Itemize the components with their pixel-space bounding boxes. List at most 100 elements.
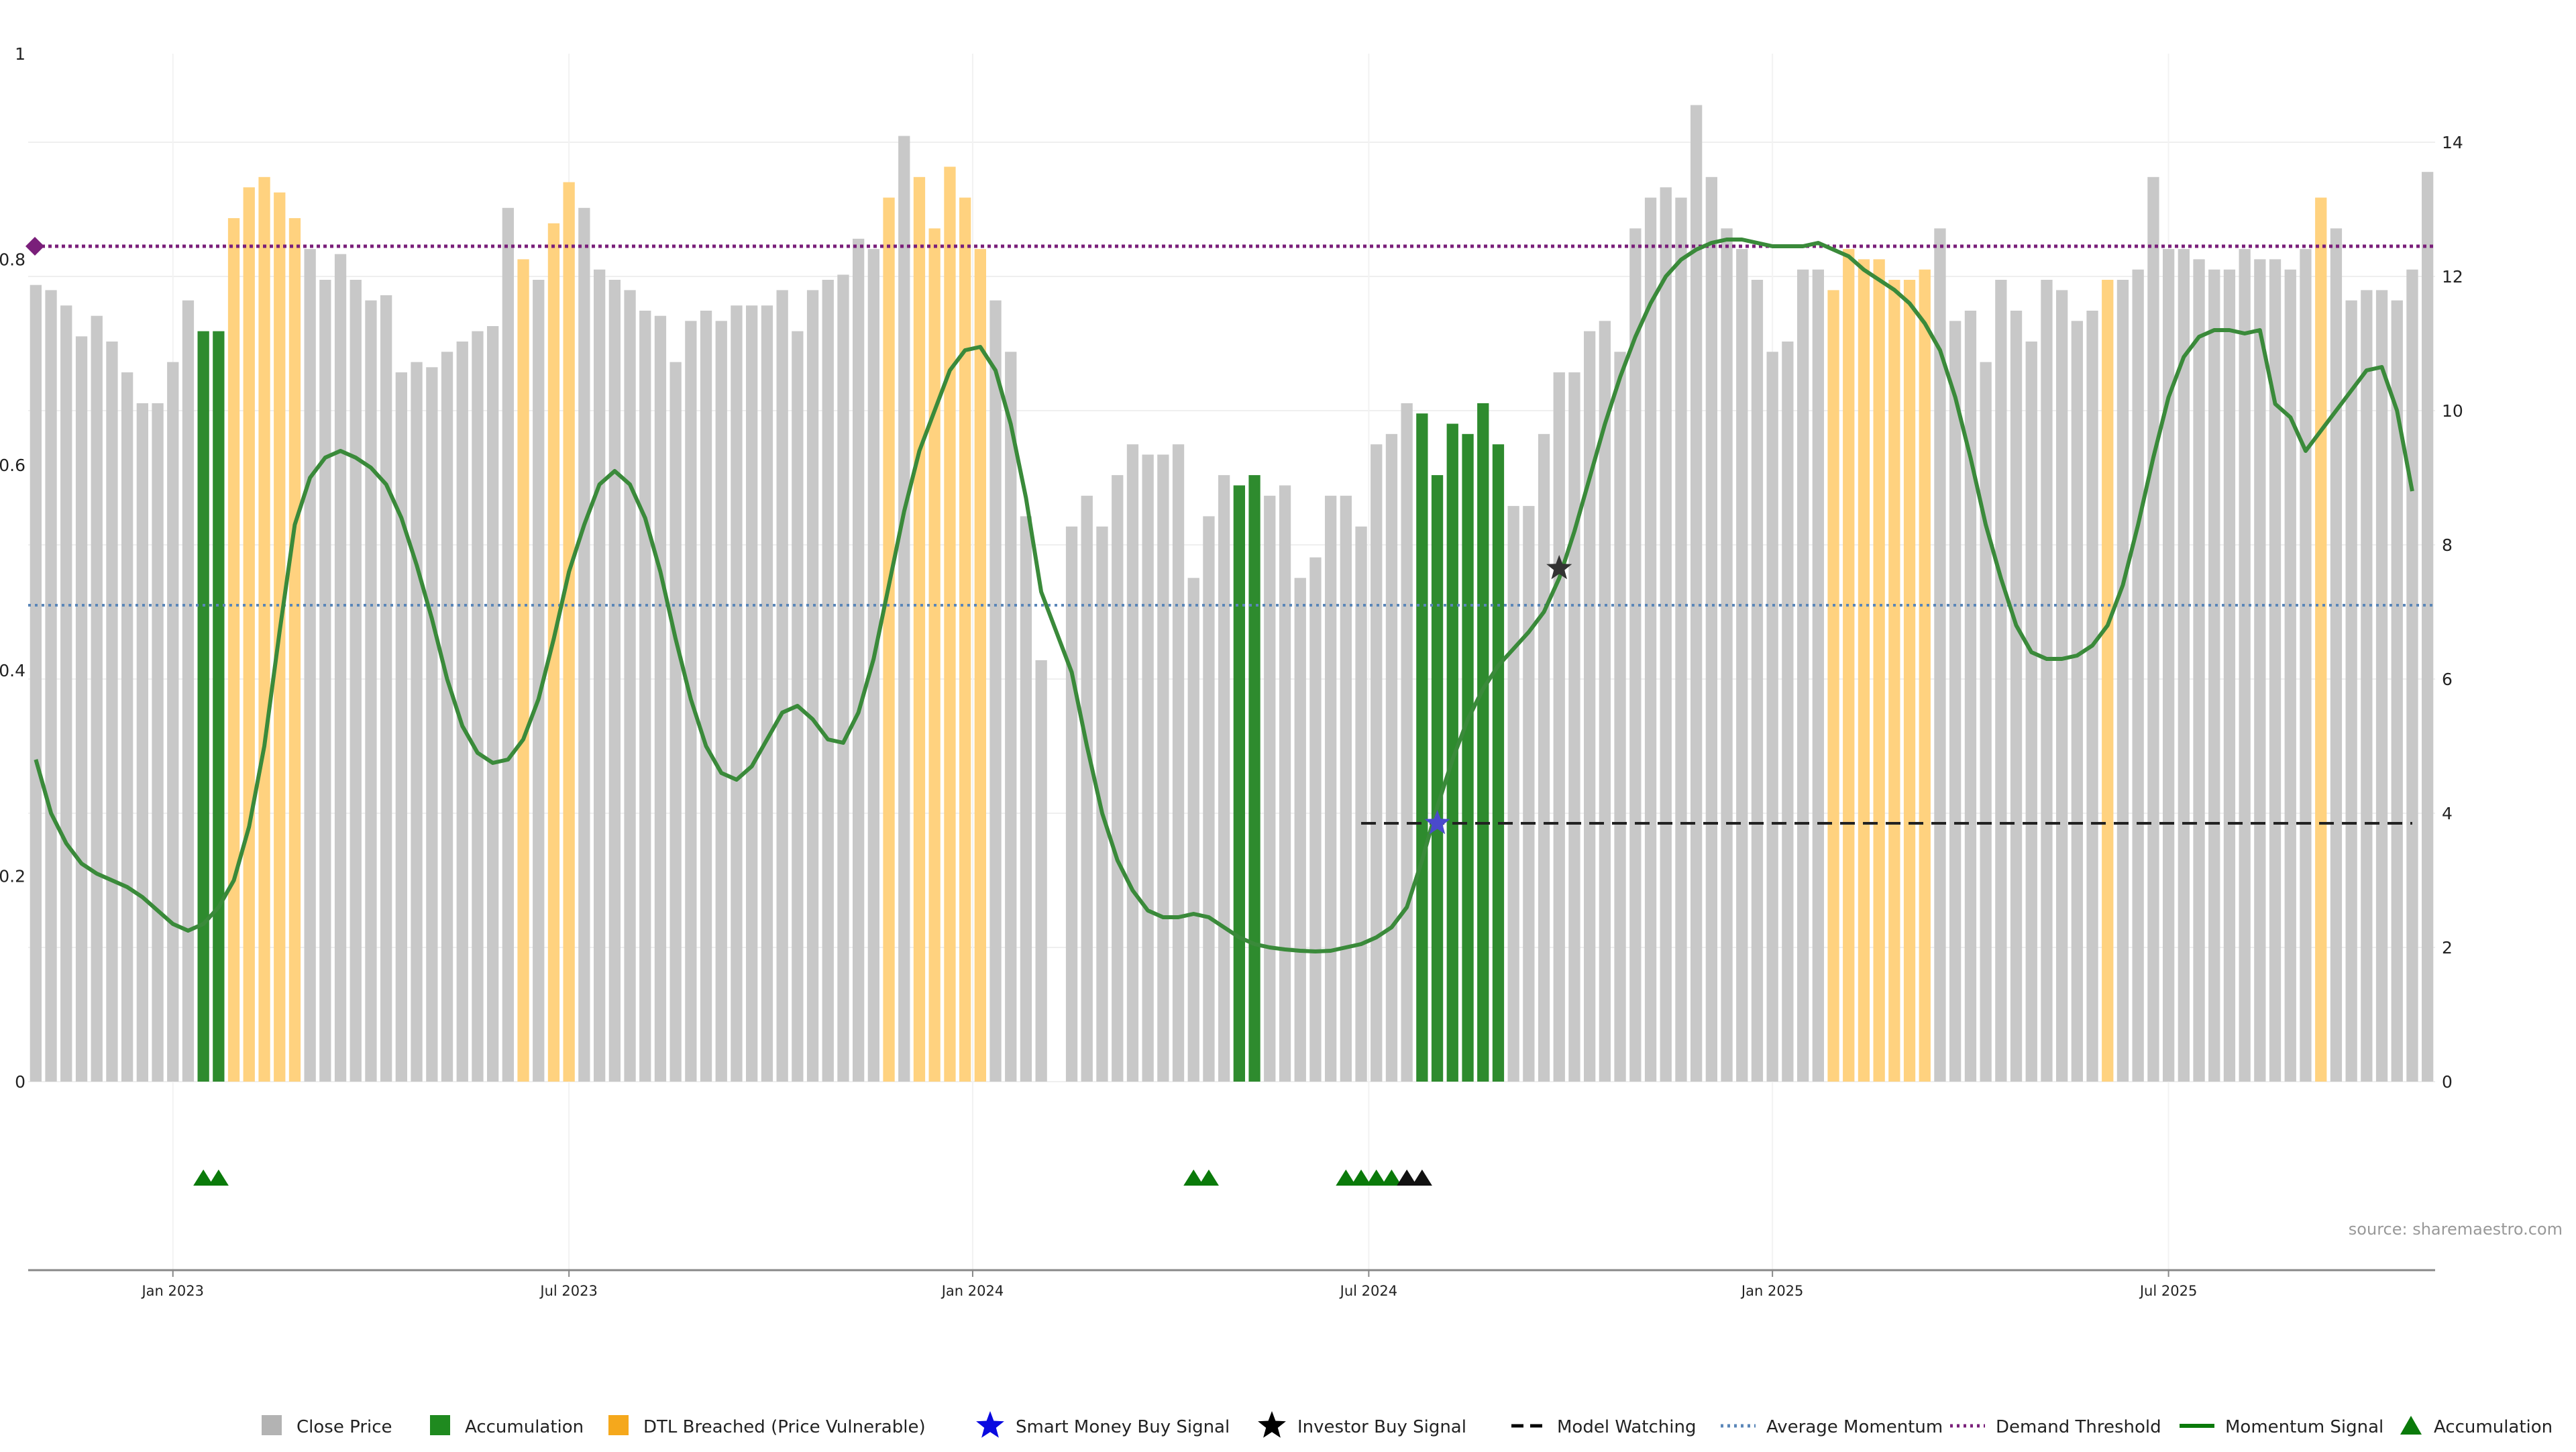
- close-price-bar: [2269, 259, 2282, 1082]
- x-axis-tick-label: Jul 2023: [539, 1283, 597, 1299]
- legend-item: Model Watching: [1511, 1417, 1696, 1437]
- close-price-bar: [608, 280, 621, 1082]
- dtl-breached-bar: [928, 228, 941, 1082]
- close-price-bar: [472, 331, 484, 1082]
- close-price-bar: [136, 403, 148, 1082]
- accumulation-bar: [1492, 444, 1505, 1082]
- close-price-bar: [1309, 557, 1322, 1082]
- close-price-bar: [1340, 495, 1352, 1082]
- close-price-bar: [1644, 197, 1657, 1082]
- accumulation-bar: [1248, 475, 1260, 1082]
- close-price-bar: [2239, 249, 2251, 1082]
- close-price-bar: [1126, 444, 1139, 1082]
- legend-label: Demand Threshold: [1996, 1417, 2161, 1437]
- dtl-breached-bar: [1843, 249, 1855, 1082]
- close-price-bar: [1203, 516, 1215, 1082]
- right-axis-tick-label: 4: [2442, 804, 2453, 823]
- close-price-bar: [2254, 259, 2266, 1082]
- close-price-bar: [1766, 352, 1778, 1082]
- right-axis-tick-label: 6: [2442, 670, 2453, 689]
- accumulation-marker: [1198, 1170, 1219, 1186]
- dtl-breached-bar: [547, 223, 560, 1082]
- close-price-bar: [1705, 176, 1717, 1082]
- close-price-bar: [60, 305, 72, 1082]
- dtl-breached-bar: [1858, 259, 1870, 1082]
- legend-item: Investor Buy Signal: [1258, 1411, 1466, 1438]
- close-price-bar: [1568, 372, 1580, 1082]
- dtl-breached-bar: [1919, 269, 1931, 1082]
- close-price-bar: [91, 315, 103, 1082]
- close-price-bar: [411, 362, 423, 1082]
- dtl-breached-bar: [258, 176, 270, 1082]
- dtl-breached-bar: [913, 176, 926, 1082]
- close-price-bar: [1660, 187, 1672, 1082]
- right-axis-tick-label: 12: [2442, 267, 2463, 287]
- close-price-bar: [1553, 372, 1565, 1082]
- close-price-bar: [1736, 249, 1748, 1082]
- close-price-bar: [1538, 433, 1550, 1082]
- close-price-bar: [1507, 506, 1519, 1082]
- dtl-breached-bar: [243, 187, 255, 1082]
- close-price-bar: [45, 290, 57, 1082]
- accumulation-marker: [1336, 1170, 1356, 1186]
- close-price-bar: [1355, 526, 1367, 1082]
- close-price-bar: [1401, 403, 1413, 1082]
- accumulation-marker: [1183, 1170, 1204, 1186]
- close-price-bar: [1065, 526, 1078, 1082]
- legend-item: Average Momentum: [1721, 1417, 1943, 1437]
- close-price-bar: [853, 238, 865, 1082]
- x-axis-tick-label: Jan 2025: [1740, 1283, 1804, 1299]
- right-axis-tick-label: 2: [2442, 938, 2453, 957]
- close-price-bar: [776, 290, 788, 1082]
- close-price-bar: [2010, 311, 2023, 1082]
- close-price-bar: [2056, 290, 2068, 1082]
- left-axis-tick-label: 1: [15, 44, 25, 64]
- close-price-bar: [1812, 269, 1824, 1082]
- legend-item: Smart Money Buy Signal: [976, 1411, 1230, 1438]
- close-price-bar: [2284, 269, 2296, 1082]
- right-axis-tick-label: 0: [2442, 1072, 2453, 1092]
- dtl-breached-bar: [517, 259, 529, 1082]
- x-axis-tick-label: Jan 2024: [941, 1283, 1004, 1299]
- close-price-bar: [1523, 506, 1535, 1082]
- dtl-breached-bar: [974, 249, 986, 1082]
- close-price-bar: [731, 305, 743, 1082]
- close-price-bar: [1172, 444, 1185, 1082]
- close-price-bar: [1081, 495, 1093, 1082]
- smart-money-buy-star: [1424, 810, 1450, 835]
- close-price-bar: [578, 207, 590, 1082]
- close-price-bar: [639, 311, 651, 1082]
- close-price-bar: [1629, 228, 1642, 1082]
- legend-triangle: [2400, 1416, 2422, 1435]
- close-price-bar: [1020, 516, 1032, 1082]
- close-price-bar: [1294, 578, 1306, 1082]
- dtl-breached-bar: [563, 182, 575, 1082]
- source-label: source: sharemaestro.com: [2349, 1220, 2563, 1239]
- accumulation-bar: [1431, 475, 1444, 1082]
- close-price-bar: [2025, 342, 2037, 1082]
- dtl-breached-bar: [288, 218, 301, 1082]
- close-price-bar: [1005, 352, 1017, 1082]
- close-price-bar: [1614, 352, 1626, 1082]
- close-price-bar: [2330, 228, 2343, 1082]
- close-price-bar: [2391, 300, 2403, 1082]
- accumulation-marker: [1397, 1170, 1417, 1186]
- close-price-bar: [2361, 290, 2373, 1082]
- dtl-breached-bar: [2315, 197, 2327, 1082]
- legend-square: [608, 1415, 629, 1435]
- close-price-bar: [1264, 495, 1276, 1082]
- investor-buy-star: [1546, 555, 1572, 580]
- close-price-bar: [1964, 311, 1977, 1082]
- close-price-bar: [2345, 300, 2357, 1082]
- close-price-bar: [806, 290, 819, 1082]
- left-axis-tick-label: 0.8: [0, 250, 25, 269]
- close-price-bar: [2422, 172, 2434, 1082]
- legend-square: [262, 1415, 282, 1435]
- close-price-bar: [2147, 176, 2159, 1082]
- close-price-bar: [2223, 269, 2236, 1082]
- close-price-bar: [319, 280, 331, 1082]
- close-price-bar: [1751, 280, 1764, 1082]
- dtl-breached-bar: [1903, 280, 1916, 1082]
